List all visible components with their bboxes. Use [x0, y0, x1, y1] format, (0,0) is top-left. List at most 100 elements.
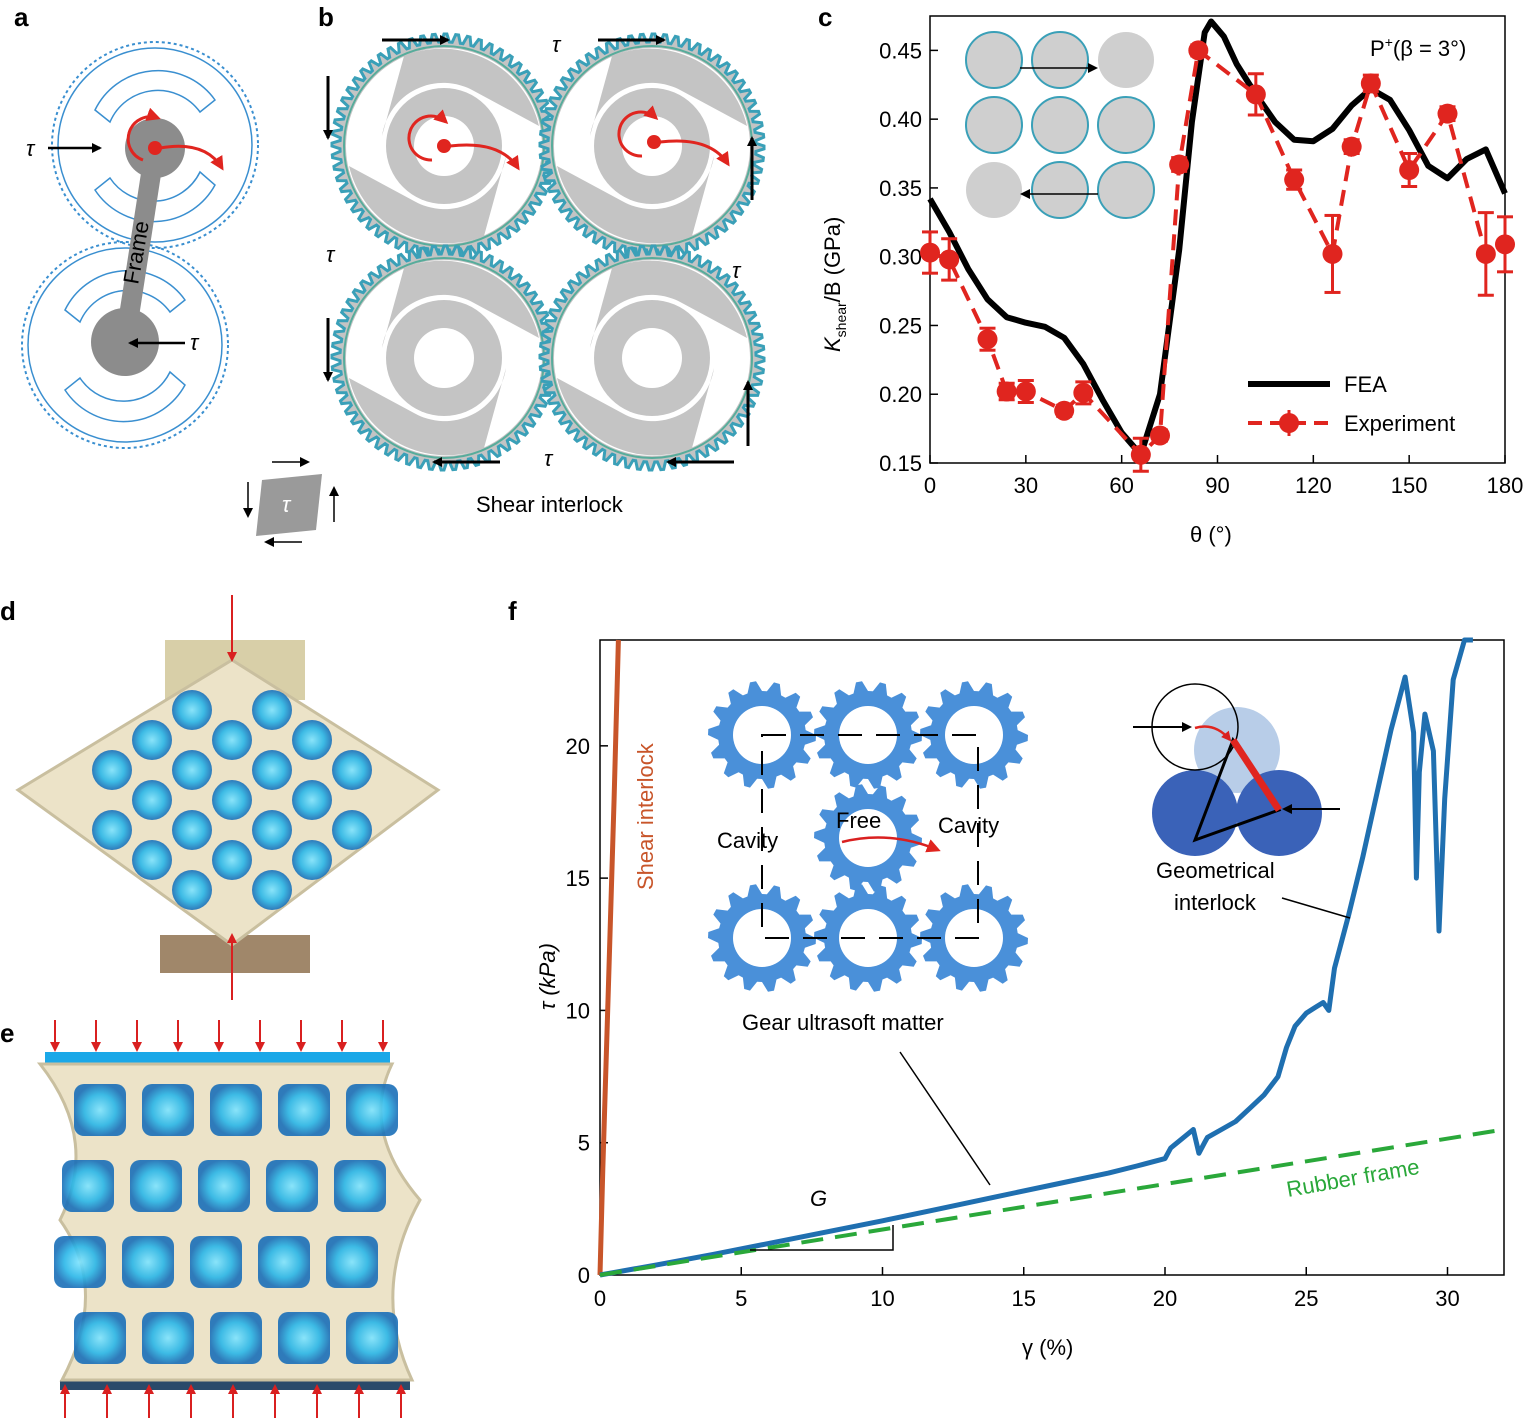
b-gear-arm-b-2: [557, 156, 714, 244]
experiment-point-11: [1245, 84, 1266, 105]
inset-gear-bore-6: [839, 909, 897, 967]
f-ytick-label-1: 5: [578, 1131, 590, 1156]
d-cell-8: [292, 720, 332, 760]
f-xtick-label-6: 30: [1435, 1286, 1459, 1311]
panel-e: e: [0, 1018, 422, 1418]
b-gear-arm-b-3: [349, 368, 506, 456]
panel-d: d: [0, 595, 441, 1000]
e-cell-1: [142, 1084, 194, 1136]
gear-lattice-dashes: [761, 734, 979, 939]
c-ytick-label-0: 0.15: [879, 451, 922, 476]
panel-c: c 0 30 60 90 120 150 180 0.15 0.20 0.25 0.30 0.35 0.…: [818, 2, 1523, 547]
experiment-point-4: [1015, 381, 1036, 402]
free-rotation-arrow-icon: [841, 836, 941, 853]
d-cell-10: [212, 780, 252, 820]
top-gear-rim: [57, 47, 253, 243]
b-pivot-dot-1: [437, 139, 451, 153]
gear-caption: Gear ultrasoft matter: [742, 1010, 944, 1035]
rotation-arrow-icon: [126, 107, 161, 162]
c-ytick-label-3: 0.30: [879, 245, 922, 270]
fea-series-line: [927, 18, 1508, 458]
e-cell-11: [122, 1236, 174, 1288]
slope-triangle: [750, 1225, 894, 1251]
e-cell-9: [334, 1160, 386, 1212]
experiment-point-10: [1188, 40, 1209, 61]
chart-f-xlabel: γ (%): [1022, 1335, 1073, 1360]
d-cell-6: [132, 780, 172, 820]
d-cell-19: [292, 840, 332, 880]
c-ytick-label-1: 0.20: [879, 382, 922, 407]
c-xtick-label-4: 120: [1295, 473, 1332, 498]
c-xtick-label-6: 180: [1487, 473, 1524, 498]
d-cell-20: [252, 870, 292, 910]
b-gear-arm-a-4: [590, 260, 747, 348]
d-cell-5: [172, 750, 212, 790]
d-cell-2: [92, 750, 132, 790]
e-cell-15: [74, 1312, 126, 1364]
geometrical-interlock-inset: Geometrical interlock: [1133, 683, 1351, 919]
experiment-point-0: [920, 242, 940, 263]
e-cell-3: [278, 1084, 330, 1136]
d-cell-9: [252, 750, 292, 790]
experiment-point-12: [1284, 169, 1305, 190]
d-cell-16: [212, 840, 252, 880]
panel-c-letter: c: [818, 2, 832, 32]
d-cell-0: [172, 690, 212, 730]
d-cell-1: [132, 720, 172, 760]
rubber-frame-series-line: [599, 1127, 1505, 1277]
d-cell-3: [252, 690, 292, 730]
top-gear-slot-1: [94, 69, 217, 124]
top-gear-icon: [51, 41, 259, 249]
interlock-label: interlock: [1174, 890, 1257, 915]
inset-gear-bore-5: [733, 909, 791, 967]
panel-b-letter: b: [318, 2, 334, 32]
f-xtick-label-1: 5: [735, 1286, 747, 1311]
tau-label-b3: τ: [732, 258, 742, 283]
chart-f-frame: [599, 639, 1505, 1276]
chart-c-xlabel: θ (°): [1190, 522, 1232, 547]
tau-label-right: τ: [190, 330, 200, 355]
load-arrows: [50, 1020, 406, 1418]
f-xtick-label-5: 25: [1294, 1286, 1318, 1311]
b-gear-bore-4: [622, 328, 682, 388]
bottom-gear-slot-1: [64, 269, 187, 324]
panel-d-letter: d: [0, 596, 16, 626]
bottom-gear-slot-2: [63, 370, 186, 423]
c-ytick-label-4: 0.35: [879, 176, 922, 201]
c-xtick-label-1: 30: [1014, 473, 1038, 498]
b-gear-bore-3: [414, 328, 474, 388]
c-ytick-label-6: 0.45: [879, 38, 922, 63]
chart-c-legend: FEA Experiment: [1248, 372, 1455, 436]
experiment-point-17: [1437, 103, 1458, 124]
c-xtick-label-3: 90: [1205, 473, 1229, 498]
chart-c-inset: [965, 31, 1155, 219]
d-cell-11: [172, 810, 212, 850]
experiment-point-3: [996, 381, 1017, 402]
tau-label-b2: τ: [326, 242, 336, 267]
e-cell-19: [346, 1312, 398, 1364]
bottom-gear-rim: [27, 247, 223, 443]
bottom-gear-icon: [21, 241, 229, 449]
d-cell-13: [332, 750, 372, 790]
inset-gear-bore-2: [839, 706, 897, 764]
chart-c-annotation: P+(β = 3°): [1370, 34, 1466, 61]
b-gear-arm-b-1: [349, 156, 506, 244]
gear-ultrasoft-series-line: [599, 637, 1473, 1278]
d-cell-4: [212, 720, 252, 760]
c-xtick-label-5: 150: [1391, 473, 1428, 498]
f-xtick-label-4: 20: [1153, 1286, 1177, 1311]
gear-caption-leader: [899, 1051, 991, 1186]
f-xtick-label-3: 15: [1012, 1286, 1036, 1311]
displacement-arrow-icon: [159, 144, 224, 171]
c-xtick-label-0: 0: [924, 473, 936, 498]
chart-c-frame: [929, 15, 1506, 464]
experiment-point-8: [1150, 425, 1170, 446]
d-cell-15: [252, 810, 292, 850]
b-gear-arm-a-3: [382, 260, 539, 348]
interlock-leader: [1281, 897, 1351, 919]
panel-f-letter: f: [508, 596, 517, 626]
panel-a-letter: a: [14, 2, 29, 32]
e-cell-13: [258, 1236, 310, 1288]
legend-experiment-marker: [1279, 413, 1299, 433]
shear-interlock-series-line: [597, 639, 621, 1276]
